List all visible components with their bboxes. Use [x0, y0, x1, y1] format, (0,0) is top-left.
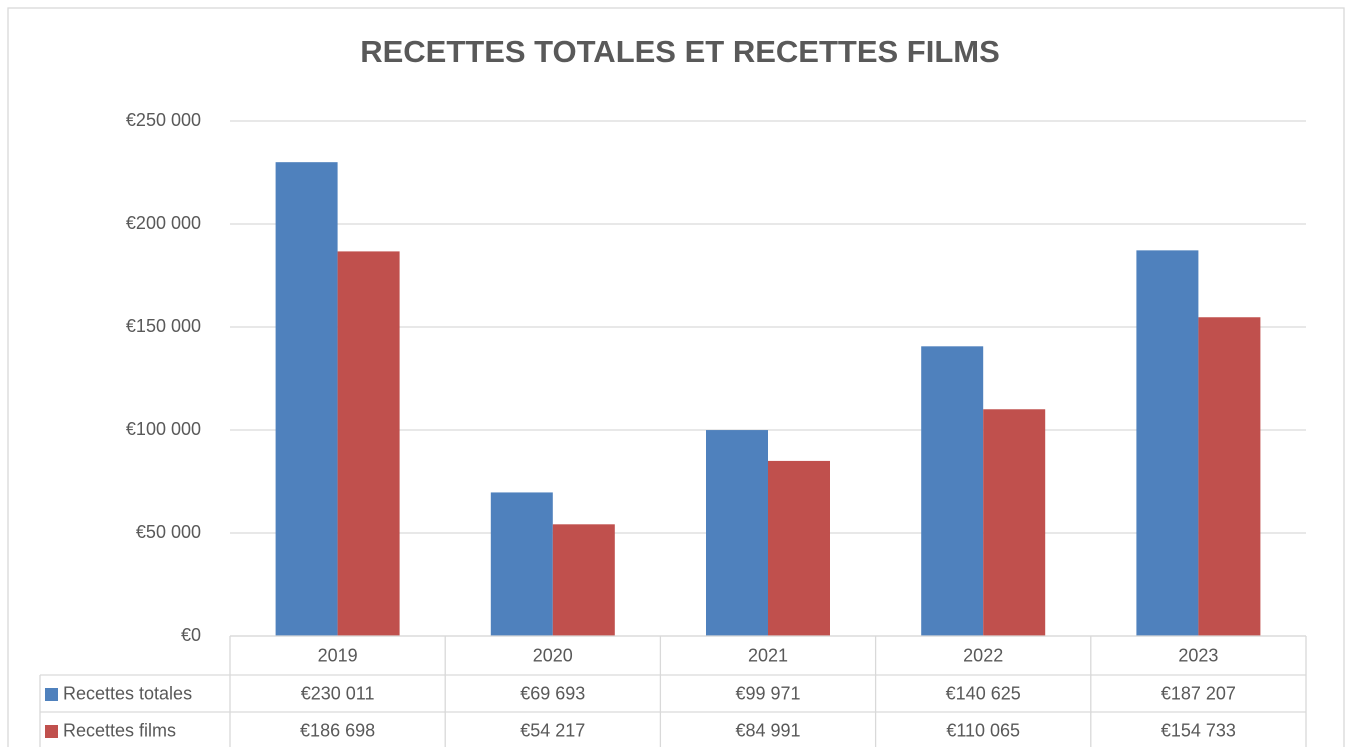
- y-tick-label: €200 000: [126, 213, 201, 233]
- legend-key: [45, 688, 58, 701]
- x-tick-label: 2020: [533, 645, 573, 665]
- table-value: €69 693: [520, 683, 585, 703]
- table-value: €154 733: [1161, 720, 1236, 740]
- table-value: €140 625: [946, 683, 1021, 703]
- chart-border: [7, 7, 1345, 747]
- bar: [1198, 317, 1261, 636]
- table-value: €230 011: [301, 683, 375, 703]
- legend-label: Recettes films: [63, 720, 176, 740]
- x-tick-label: 2023: [1178, 645, 1218, 665]
- x-tick-label: 2021: [748, 645, 788, 665]
- bar: [921, 346, 984, 636]
- y-tick-label: €250 000: [126, 110, 201, 130]
- table-value: €99 971: [735, 683, 800, 703]
- x-tick-label: 2022: [963, 645, 1003, 665]
- x-tick-label: 2019: [318, 645, 358, 665]
- bar: [768, 460, 830, 636]
- legend-label: Recettes totales: [63, 683, 192, 703]
- legend-key: [45, 725, 58, 738]
- table-value: €110 065: [946, 720, 1020, 740]
- bar: [490, 492, 553, 636]
- chart-title: RECETTES TOTALES ET RECETTES FILMS: [360, 34, 1000, 69]
- y-tick-label: €0: [181, 625, 201, 645]
- bar: [552, 524, 615, 636]
- bar: [706, 430, 768, 636]
- y-tick-label: €50 000: [136, 522, 201, 542]
- bar: [983, 409, 1046, 636]
- y-tick-label: €100 000: [126, 419, 201, 439]
- bar: [337, 251, 400, 637]
- y-tick-label: €150 000: [126, 316, 201, 336]
- bar: [275, 162, 338, 636]
- table-value: €84 991: [735, 720, 800, 740]
- table-value: €186 698: [300, 720, 375, 740]
- table-value: €187 207: [1161, 683, 1236, 703]
- bar: [1136, 250, 1199, 636]
- table-value: €54 217: [520, 720, 585, 740]
